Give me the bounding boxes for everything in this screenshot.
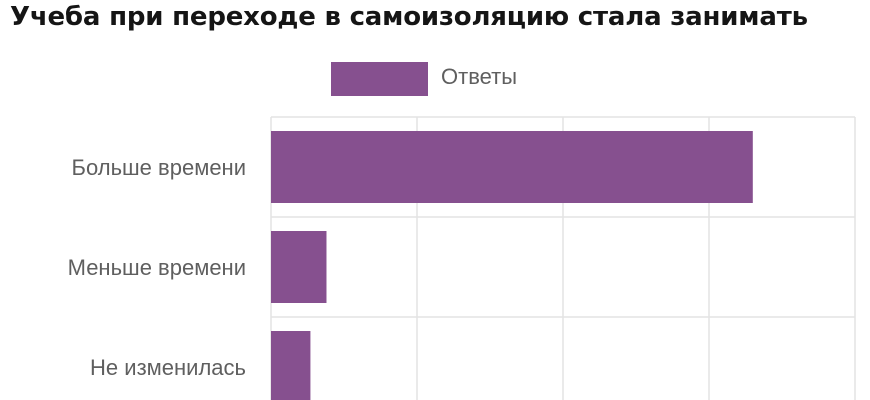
bar: [271, 231, 327, 303]
bar: [271, 131, 753, 203]
category-label: Не изменилась: [90, 355, 246, 380]
chart-title: Учеба при переходе в самоизоляцию стала …: [10, 2, 808, 32]
category-label: Больше времени: [72, 155, 246, 180]
category-label: Меньше времени: [68, 255, 246, 280]
legend-label: Ответы: [441, 64, 518, 89]
bar: [271, 331, 311, 400]
category-labels: Больше времени Меньше времени Не изменилас…: [68, 155, 246, 380]
bars-group: [271, 131, 753, 400]
legend-swatch: [331, 62, 428, 96]
